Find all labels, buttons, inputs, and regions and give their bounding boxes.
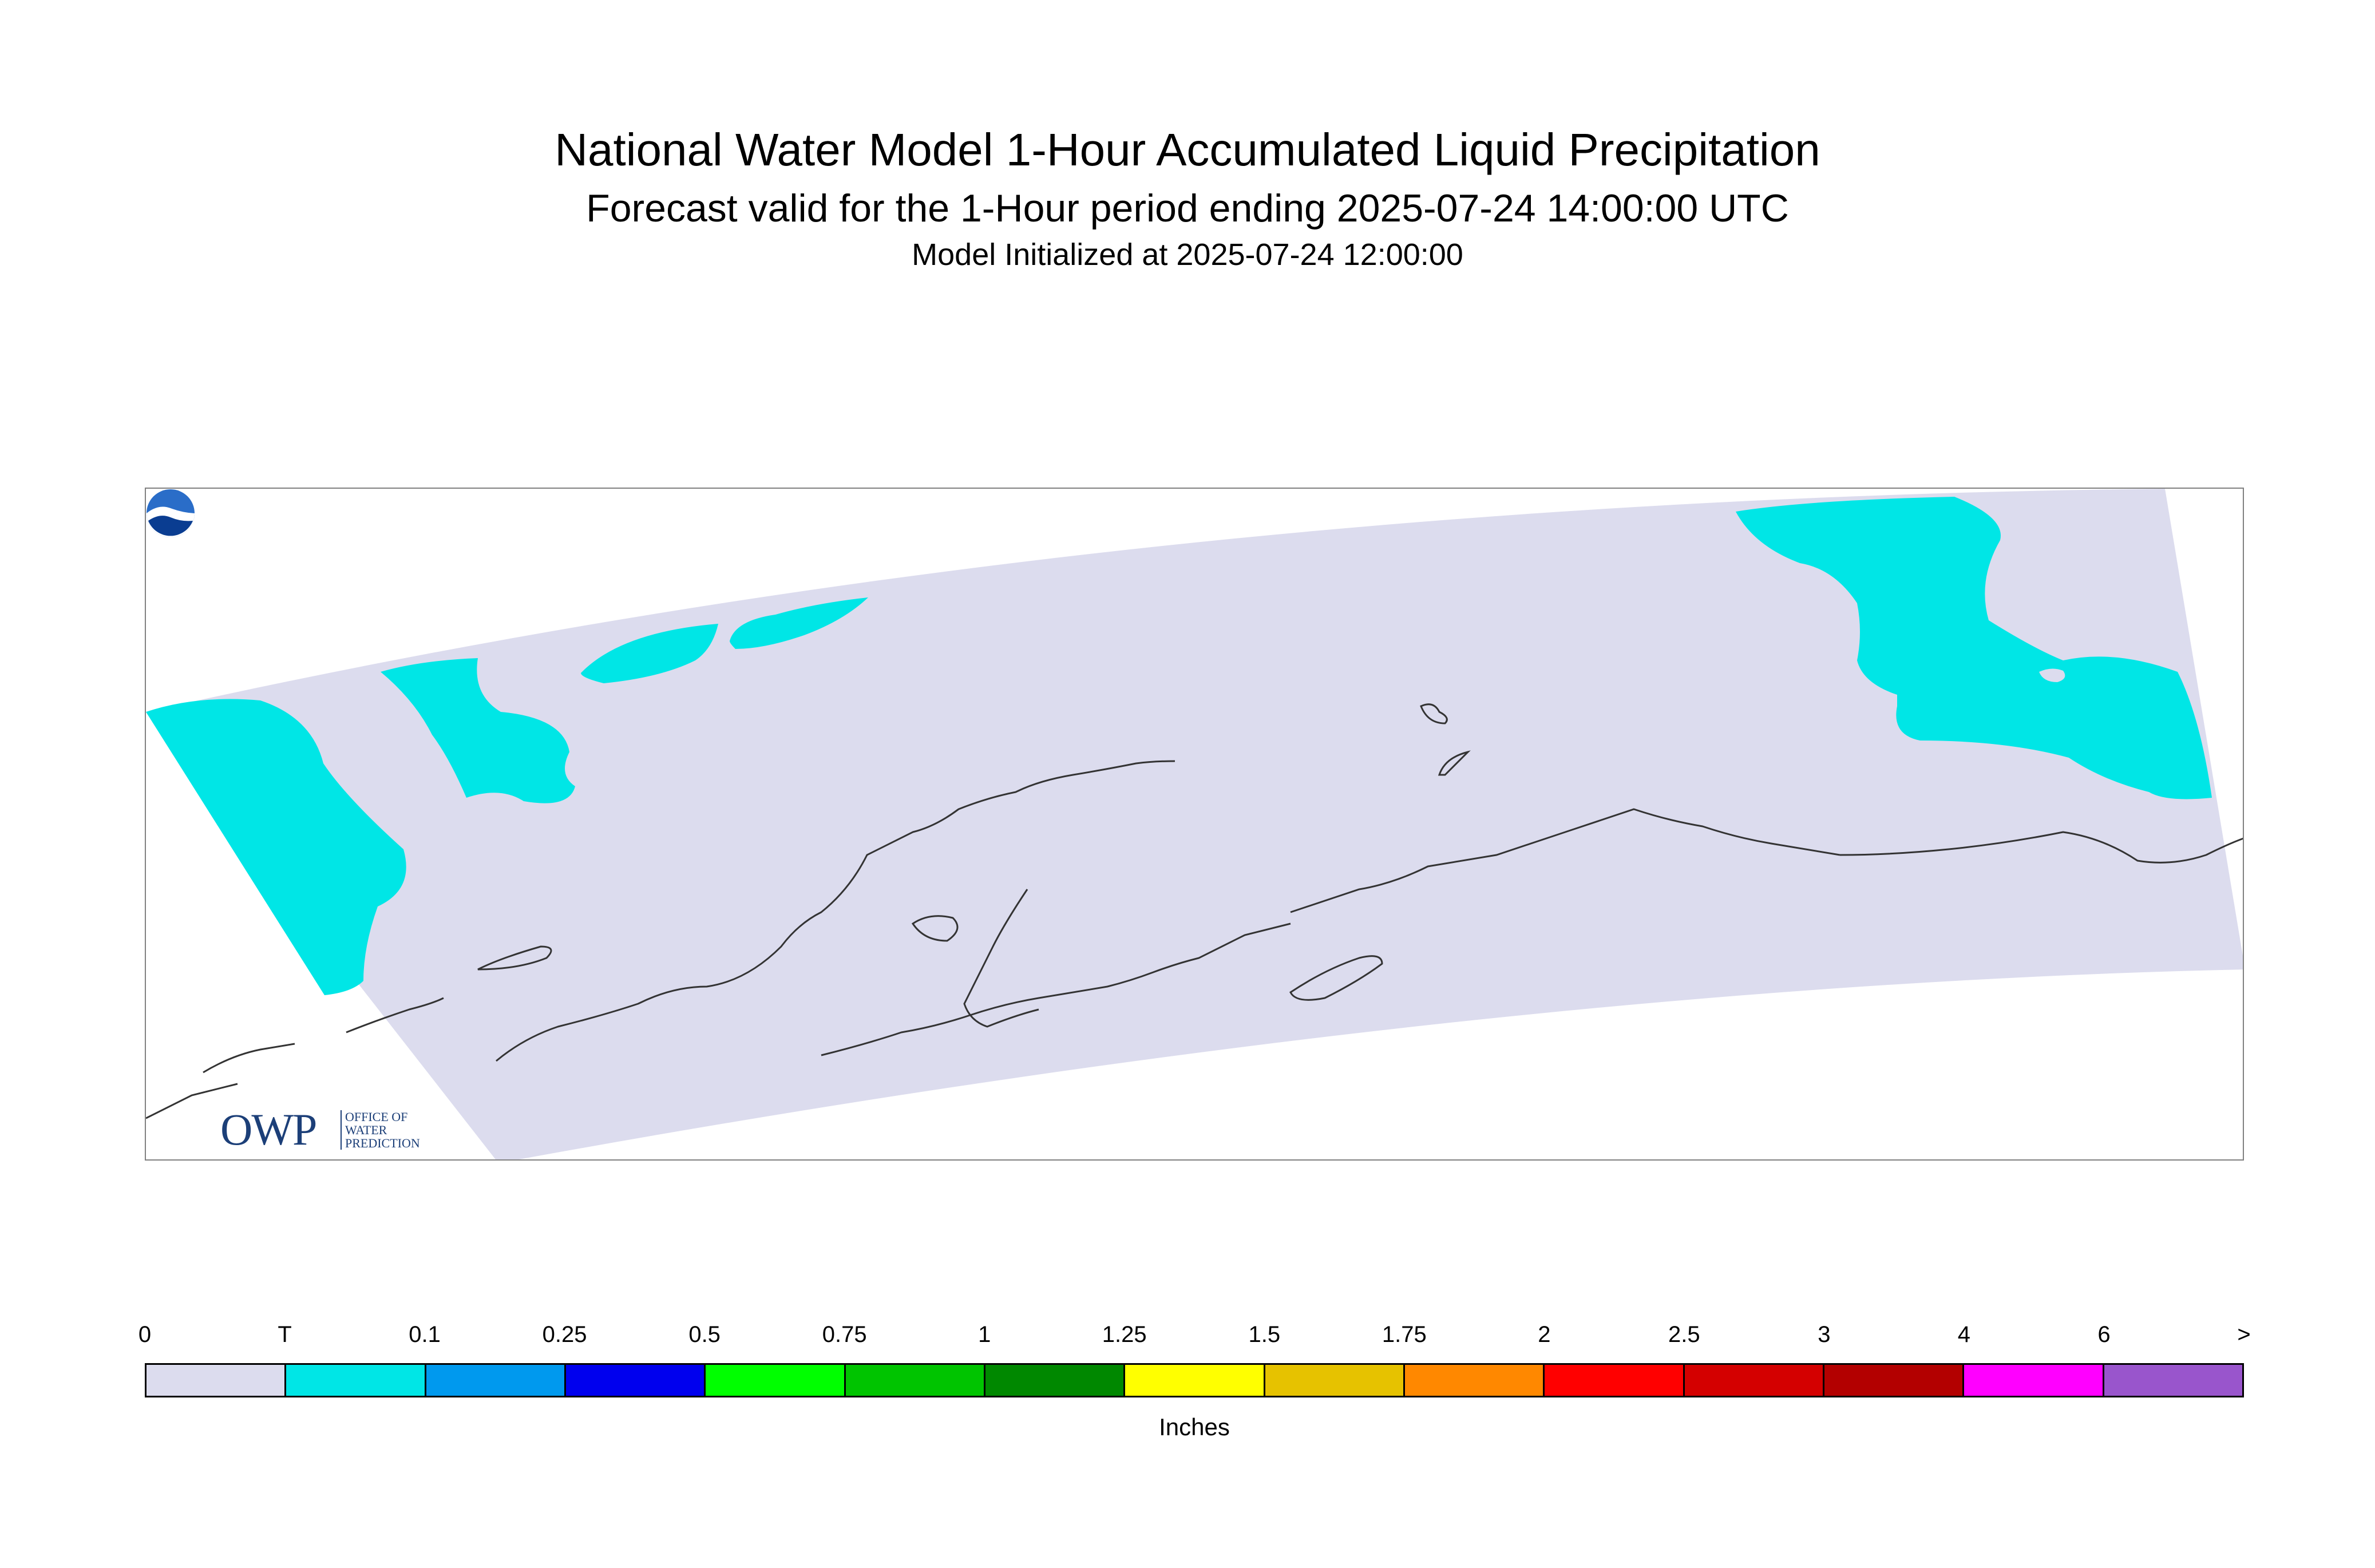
owp-logo-line1: OFFICE OF bbox=[345, 1110, 408, 1124]
coastline-aleutian-1 bbox=[346, 997, 444, 1034]
map-title: National Water Model 1-Hour Accumulated … bbox=[555, 124, 1820, 175]
legend-tick-label: 1 bbox=[978, 1322, 991, 1347]
owp-logo-letters: OWP bbox=[220, 1104, 317, 1154]
dry-pocket bbox=[2039, 668, 2065, 682]
map-subtitle: Forecast valid for the 1-Hour period end… bbox=[586, 187, 1789, 230]
precip-area-north-3 bbox=[730, 597, 868, 649]
coastline-aleutian-2 bbox=[203, 1043, 295, 1074]
precipitation-map bbox=[146, 489, 2243, 1159]
legend-tick-label: T bbox=[278, 1322, 292, 1347]
legend-swatch bbox=[1265, 1365, 1405, 1396]
island-nunivak bbox=[911, 915, 959, 942]
legend-tick-label: 0.1 bbox=[409, 1322, 441, 1347]
noaa-logo-icon bbox=[147, 489, 195, 537]
coastline-aleutian-3 bbox=[146, 1083, 238, 1119]
legend-tick-label: 0 bbox=[138, 1322, 152, 1347]
owp-logo-text: OFFICE OF WATER PREDICTION bbox=[341, 1110, 420, 1150]
coastline-peninsula bbox=[821, 922, 1291, 1056]
legend-swatch bbox=[1964, 1365, 2104, 1396]
map-panel[interactable]: OWP OFFICE OF WATER PREDICTION bbox=[145, 488, 2244, 1161]
legend-tick-label: 1.75 bbox=[1382, 1322, 1427, 1347]
legend-swatch bbox=[565, 1365, 706, 1396]
precip-areas bbox=[146, 497, 2212, 995]
legend-ticks: 0 T 0.1 0.25 0.5 0.75 1 1.25 1.5 1.75 2 2.5 3 4 6 > bbox=[138, 1316, 2251, 1351]
legend-tick-label: 3 bbox=[1818, 1322, 1831, 1347]
legend-swatch bbox=[1684, 1365, 1824, 1396]
coastlines bbox=[146, 703, 2243, 1119]
legend-unit-label: Inches bbox=[1159, 1413, 1230, 1440]
legend-tick-label: 2.5 bbox=[1668, 1322, 1700, 1347]
precip-area-north-2 bbox=[581, 624, 718, 683]
owp-logo: OWP OFFICE OF WATER PREDICTION bbox=[220, 1107, 438, 1153]
legend-swatch bbox=[286, 1365, 426, 1396]
legend-color-bar bbox=[145, 1363, 2244, 1397]
legend-swatch bbox=[1404, 1365, 1545, 1396]
owp-logo-line3: PREDICTION bbox=[345, 1136, 420, 1150]
legend-swatch bbox=[706, 1365, 846, 1396]
model-init-time: Model Initialized at 2025-07-24 12:00:00 bbox=[912, 237, 1463, 272]
precip-area-west bbox=[146, 699, 406, 995]
island-north-2 bbox=[1438, 750, 1471, 776]
legend-tick-label: 1.5 bbox=[1248, 1322, 1281, 1347]
legend-swatch bbox=[2104, 1365, 2242, 1396]
legend-swatch bbox=[1125, 1365, 1265, 1396]
coastline-southcentral bbox=[1290, 808, 1840, 913]
legend-tick-label: 1.25 bbox=[1102, 1322, 1147, 1347]
legend-tick-label: 0.25 bbox=[542, 1322, 587, 1347]
coastline-bristol bbox=[963, 889, 1039, 1028]
precip-area-north-1 bbox=[381, 658, 575, 803]
legend-tick-label: > bbox=[2237, 1322, 2251, 1347]
legend-tick-label: 6 bbox=[2097, 1322, 2111, 1347]
legend-swatch bbox=[985, 1365, 1126, 1396]
legend-swatch bbox=[1545, 1365, 1685, 1396]
legend-tick-label: 0.5 bbox=[688, 1322, 721, 1347]
island-stlawrence bbox=[477, 945, 552, 971]
color-legend: 0 T 0.1 0.25 0.5 0.75 1 1.25 1.5 1.75 2 2.5 3 4 6 > Inc… bbox=[138, 1316, 2251, 1442]
legend-swatch bbox=[147, 1365, 287, 1396]
coastline-main bbox=[496, 760, 1175, 1062]
legend-swatch bbox=[426, 1365, 566, 1396]
legend-swatch bbox=[845, 1365, 985, 1396]
legend-tick-label: 2 bbox=[1538, 1322, 1551, 1347]
island-kodiak bbox=[1289, 955, 1383, 1001]
precip-area-east bbox=[1736, 497, 2212, 799]
legend-tick-label: 0.75 bbox=[822, 1322, 867, 1347]
island-north-1 bbox=[1420, 703, 1448, 724]
coastline-southeast bbox=[1839, 831, 2243, 864]
legend-tick-label: 4 bbox=[1957, 1322, 1971, 1347]
legend-swatch bbox=[1824, 1365, 1965, 1396]
owp-logo-line2: WATER bbox=[345, 1123, 387, 1137]
